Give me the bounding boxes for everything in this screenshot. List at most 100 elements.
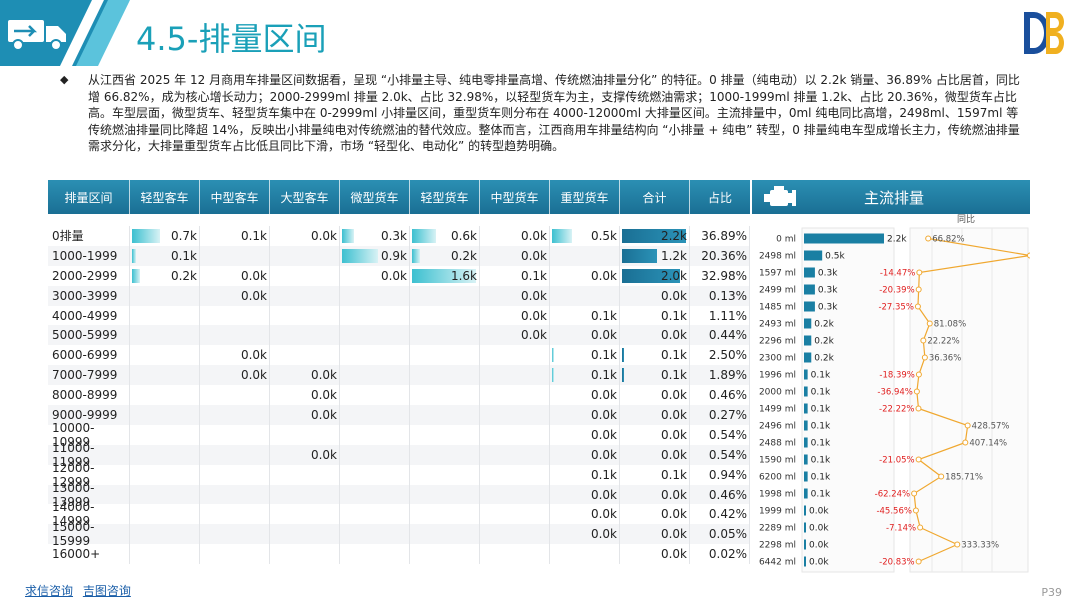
value-cell: 0.5k	[550, 226, 620, 246]
table-row: 6000-6999 0.0k 0.1k 0.1k 2.50%	[48, 345, 750, 366]
value-cell	[480, 345, 550, 366]
value-cell	[410, 345, 480, 366]
cell-value: 0.94%	[708, 467, 747, 482]
value-cell: 0.0k	[480, 325, 550, 346]
value-label: 2.2k	[887, 235, 907, 245]
value-label: 0.1k	[811, 473, 831, 483]
value-cell: 0.6k	[410, 226, 480, 246]
brand-logo-icon	[1024, 12, 1064, 54]
cell-value: 0.1k	[590, 308, 617, 323]
value-cell	[200, 544, 270, 565]
yoy-label: 333.33%	[961, 541, 999, 551]
cell-value: 0.54%	[708, 447, 747, 462]
cell-value: 0.9k	[380, 248, 407, 263]
value-cell: 0.1k	[620, 305, 690, 326]
footer-link-qiuxin[interactable]: 求信咨询	[25, 584, 74, 598]
column-header: 合计	[620, 180, 690, 214]
cell-value: 0.0k	[520, 328, 547, 343]
value-cell	[340, 325, 410, 346]
cell-value: 0.0k	[590, 407, 617, 422]
value-label: 0.2k	[814, 337, 834, 347]
category-label: 2488 ml	[759, 439, 796, 449]
cell-value: 0.42%	[708, 507, 747, 522]
table-row: 14000-14999 0.0k 0.0k 0.42%	[48, 500, 750, 528]
data-bar	[412, 229, 436, 243]
column-header: 微型货车	[340, 180, 410, 214]
value-label: 0.0k	[809, 507, 829, 517]
footer-link-jitu[interactable]: 吉图咨询	[82, 584, 131, 598]
data-bar	[412, 248, 420, 263]
data-bar	[132, 229, 160, 243]
value-cell	[480, 524, 550, 545]
value-label: 0.3k	[818, 269, 838, 279]
cell-value: 0.1k	[590, 368, 617, 383]
value-cell: 0.9k	[340, 245, 410, 266]
value-cell	[410, 405, 480, 425]
yoy-point	[917, 524, 924, 531]
value-cell: 0.44%	[690, 325, 750, 346]
value-cell: 0.0k	[550, 524, 620, 545]
value-cell	[480, 544, 550, 565]
range-cell: 2000-2999	[48, 265, 130, 286]
category-label: 2296 ml	[759, 337, 796, 347]
value-cell	[200, 504, 270, 525]
cell-value: 0.1k	[660, 467, 687, 482]
yoy-label: -20.39%	[879, 286, 914, 296]
category-label: 6200 ml	[759, 473, 796, 483]
value-label: 0.1k	[811, 371, 831, 381]
cell-value: 0.6k	[450, 228, 477, 243]
yoy-label: -20.83%	[879, 558, 914, 568]
value-label: 0.0k	[809, 524, 829, 534]
value-cell	[130, 405, 200, 425]
table-row: 2000-2999 0.2k 0.0k 0.0k 1.6k 0.1k 0.0k 2.0k 32.…	[48, 265, 750, 286]
data-bar	[622, 229, 686, 243]
value-cell: 0.0k	[550, 405, 620, 425]
value-label: 0.5k	[825, 252, 845, 262]
value-cell: 0.1k	[550, 345, 620, 366]
value-cell	[130, 484, 200, 505]
value-cell: 0.94%	[690, 464, 750, 485]
value-cell: 0.0k	[270, 226, 340, 246]
range-cell: 5000-5999	[48, 325, 130, 346]
value-cell	[130, 504, 200, 525]
cell-value: 0.0k	[520, 288, 547, 303]
value-cell: 0.0k	[620, 325, 690, 346]
value-cell: 0.0k	[480, 305, 550, 326]
category-label: 2493 ml	[759, 320, 796, 330]
cell-value: 0.1k	[590, 348, 617, 363]
value-cell	[200, 405, 270, 425]
data-bar	[552, 348, 555, 363]
cell-value: 36.89%	[701, 228, 747, 243]
value-cell	[340, 345, 410, 366]
cell-value: 0.0k	[590, 447, 617, 462]
cell-value: 0.0k	[590, 487, 617, 502]
value-cell	[410, 524, 480, 545]
cell-value: 0.0k	[660, 427, 687, 442]
category-label: 1590 ml	[759, 456, 796, 466]
yoy-point	[926, 320, 933, 327]
yoy-label: -21.05%	[879, 456, 914, 466]
yoy-label: 407.14%	[969, 439, 1007, 449]
yoy-label: 185.71%	[945, 473, 983, 483]
table-header: 排量区间 轻型客车 中型客车 大型客车 微型货车 轻型货车 中型货车 重型货车 合计 占比	[48, 180, 750, 214]
range-cell: 6000-6999	[48, 345, 130, 366]
cell-value: 0.0k	[590, 388, 617, 403]
cell-value: 1.2k	[660, 248, 687, 263]
range-cell: 4000-4999	[48, 305, 130, 326]
value-cell: 0.1k	[480, 265, 550, 286]
category-label: 0 ml	[776, 235, 796, 245]
cell-value: 1.6k	[450, 268, 477, 283]
value-cell	[340, 365, 410, 386]
value-cell	[480, 484, 550, 505]
value-cell: 0.2k	[130, 265, 200, 286]
value-cell: 1.2k	[620, 245, 690, 266]
category-label: 2499 ml	[759, 286, 796, 296]
bar	[804, 386, 808, 397]
value-cell	[200, 484, 270, 505]
category-label: 1996 ml	[759, 371, 796, 381]
cell-value: 0.0k	[310, 407, 337, 422]
cell-value: 0.1k	[170, 248, 197, 263]
value-cell: 0.42%	[690, 504, 750, 525]
category-label: 1597 ml	[759, 269, 796, 279]
yoy-label: 66.82%	[932, 235, 964, 245]
